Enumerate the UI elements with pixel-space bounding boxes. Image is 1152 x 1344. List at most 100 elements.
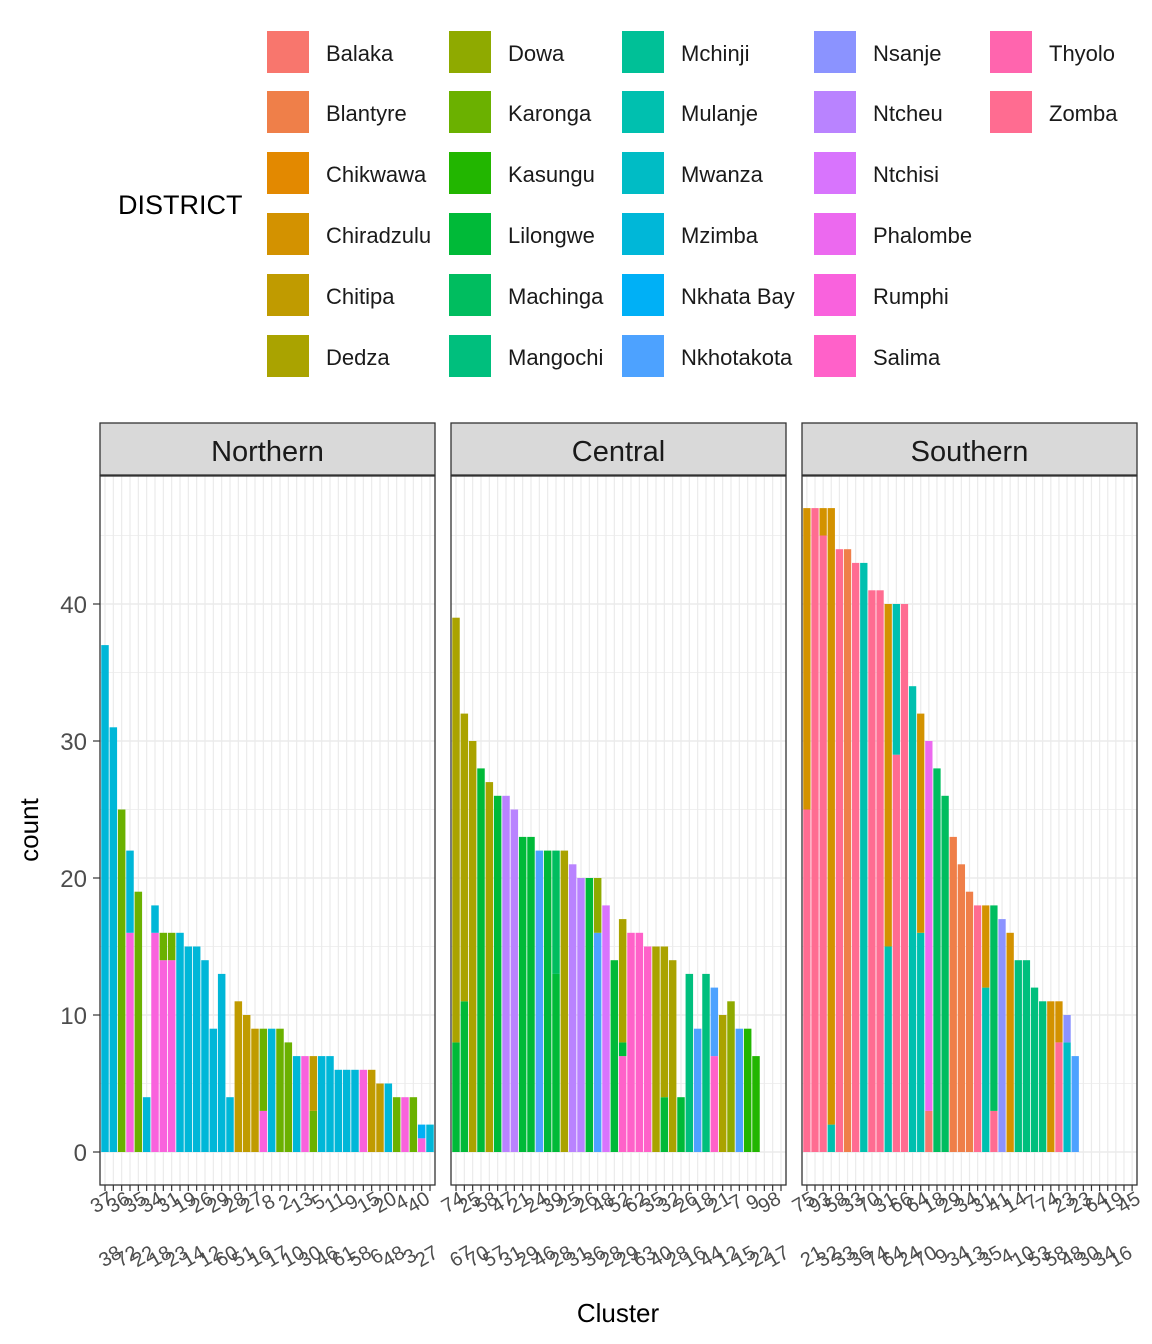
bar-segment: [652, 946, 660, 1152]
legend-label: Dowa: [508, 41, 565, 66]
bar-segment: [460, 1001, 469, 1152]
legend-swatch: [814, 152, 856, 194]
legend-swatch: [814, 274, 856, 316]
bar-segment: [710, 1056, 719, 1152]
bar-segment: [126, 932, 134, 1152]
bar-segment: [1063, 1015, 1071, 1043]
bar-segment: [1014, 960, 1022, 1152]
bar-segment: [593, 878, 602, 933]
bar-segment: [167, 932, 176, 961]
bar-segment: [176, 932, 184, 1152]
legend-label: Mangochi: [508, 345, 603, 370]
panel-border: [450, 475, 787, 1186]
facet-strip-label: Northern: [211, 436, 324, 468]
bar-segment: [593, 932, 602, 1152]
bar-segment: [1071, 1056, 1079, 1152]
bar-segment: [827, 508, 835, 1125]
bar-segment: [535, 850, 544, 1152]
legend-swatch: [814, 213, 856, 255]
bar-segment: [409, 1097, 418, 1152]
legend-swatch: [622, 335, 664, 377]
x-tick-label: 27: [412, 1242, 442, 1272]
bar-segment: [284, 1042, 293, 1152]
facet-strip: [450, 422, 787, 476]
legend-label: Mzimba: [681, 223, 759, 248]
bar-segment: [668, 960, 677, 1152]
facet-panel: Central: [450, 422, 787, 1186]
bar-segment: [693, 1028, 702, 1152]
bar-segment: [677, 1097, 685, 1152]
y-axis-title: count: [14, 797, 44, 861]
legend-label: Karonga: [508, 101, 592, 126]
bar-segment: [925, 741, 933, 1111]
legend-entry: Ntchisi: [814, 152, 939, 194]
legend-entry: Dowa: [449, 31, 565, 73]
legend-entry: Nkhata Bay: [622, 274, 795, 316]
legend-label: Thyolo: [1049, 41, 1115, 66]
y-tick-label: 20: [60, 866, 87, 893]
bar-segment: [803, 508, 811, 810]
bar-segment: [933, 768, 941, 1152]
bar-segment: [167, 960, 176, 1152]
legend-entry: Phalombe: [814, 213, 972, 255]
bar-segment: [965, 891, 974, 1152]
bar-segment: [610, 960, 619, 1152]
legend-entry: Chitipa: [267, 274, 395, 316]
bar-segment: [552, 850, 560, 974]
x-tick-label: 8: [258, 1190, 279, 1215]
bar-segment: [151, 905, 159, 933]
bar-segment: [702, 973, 710, 1152]
legend-label: Zomba: [1049, 101, 1118, 126]
bar-segment: [727, 1001, 735, 1152]
legend-entry: Nsanje: [814, 31, 941, 73]
bar-segment: [811, 508, 819, 1153]
bar-segment: [560, 850, 569, 1152]
legend-swatch: [267, 31, 309, 73]
legend-label: Ntchisi: [873, 162, 939, 187]
bar-segment: [577, 878, 585, 1152]
legend-swatch: [622, 152, 664, 194]
bar-segment: [452, 617, 460, 1043]
bar-segment: [660, 946, 669, 1098]
bar-segment: [142, 1097, 151, 1152]
legend-entry: Lilongwe: [449, 213, 595, 255]
bar-segment: [917, 932, 925, 1152]
legend-swatch: [267, 91, 309, 133]
bar-segment: [819, 508, 827, 536]
bar-segment: [957, 864, 966, 1152]
bar-segment: [276, 1028, 284, 1152]
bar-segment: [868, 590, 876, 1152]
bar-segment: [134, 891, 143, 1152]
bar-segment: [618, 1056, 627, 1152]
legend-entry: Mangochi: [449, 335, 603, 377]
facet-strip-label: Southern: [911, 436, 1029, 468]
bar-segment: [267, 1028, 276, 1152]
legend-entry: Mulanje: [622, 91, 758, 133]
bar-segment: [990, 1110, 998, 1152]
bar-segment: [477, 768, 485, 1152]
bar-segment: [292, 1056, 301, 1152]
legend-label: Mwanza: [681, 162, 764, 187]
bar-segment: [417, 1138, 426, 1152]
bar-segment: [602, 905, 610, 1152]
bar-segment: [452, 1042, 460, 1152]
bar-segment: [752, 1056, 760, 1152]
bar-segment: [884, 604, 892, 947]
bar-segment: [1030, 987, 1039, 1152]
legend-swatch: [449, 91, 491, 133]
bar-segment: [201, 960, 209, 1152]
bar-segment: [510, 809, 519, 1152]
x-tick-label: 7: [726, 1190, 747, 1215]
legend-entry: Salima: [814, 335, 941, 377]
legend-label: Phalombe: [873, 223, 972, 248]
bar-segment: [884, 946, 892, 1152]
legend-label: Mulanje: [681, 101, 758, 126]
legend-entry: Dedza: [267, 335, 390, 377]
bar-segment: [109, 727, 118, 1152]
legend-entry: Mzimba: [622, 213, 759, 255]
legend-label: Nkhata Bay: [681, 284, 795, 309]
bar-segment: [900, 604, 909, 1152]
legend-swatch: [267, 152, 309, 194]
bar-segment: [217, 973, 226, 1152]
